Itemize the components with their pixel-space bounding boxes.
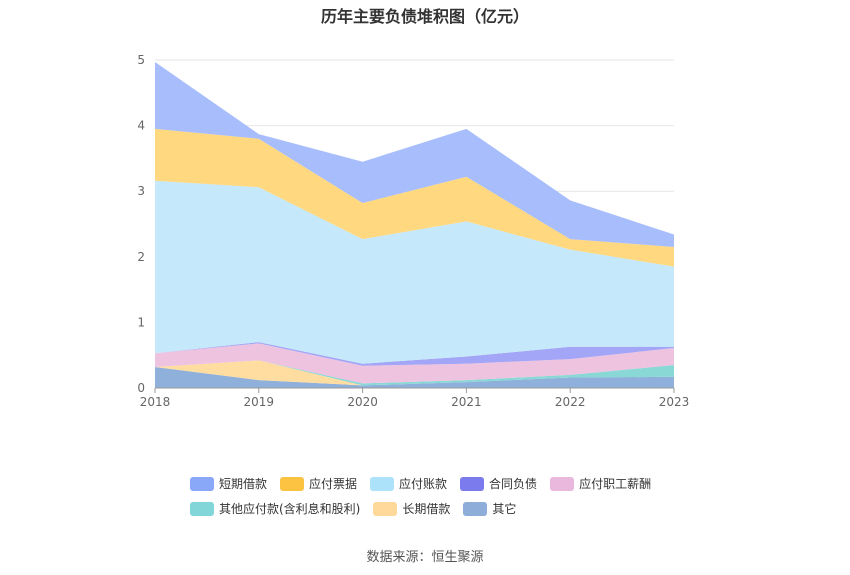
chart-title: 历年主要负债堆积图（亿元）: [320, 7, 529, 26]
area-合同负债: [155, 342, 674, 366]
legend-swatch: [373, 501, 398, 516]
legend-label: 其它: [492, 502, 517, 516]
legend-item[interactable]: 应付职工薪酬: [550, 475, 651, 492]
y-tick-label: 1: [137, 315, 145, 329]
x-tick-label: 2022: [555, 395, 586, 409]
legend-swatch: [190, 476, 214, 491]
legend-swatch: [550, 476, 575, 491]
legend-item[interactable]: 应付票据: [280, 475, 357, 492]
legend-label: 长期借款: [402, 502, 451, 516]
y-tick-label: 4: [137, 119, 145, 133]
area-长期借款: [155, 360, 674, 386]
legend-label: 合同负债: [489, 477, 538, 491]
area-其它: [155, 367, 674, 388]
axes: 0 1 2 3 4 5 2018 2019 2020 2021 2022 2023: [137, 53, 689, 409]
legend: 短期借款 应付票据 应付账款 合同负债 应付职工薪酬 其他应付款(含利息和股利) 长期借款…: [190, 473, 670, 523]
y-tick-label: 2: [137, 250, 145, 264]
legend-label: 应付票据: [309, 477, 358, 491]
area-应付职工薪酬: [155, 343, 674, 384]
legend-swatch: [190, 501, 214, 516]
y-tick-label: 0: [137, 381, 145, 395]
area-series-layer: [155, 62, 674, 388]
y-tick-label: 3: [137, 184, 145, 198]
legend-swatch: [463, 501, 488, 516]
x-tick-label: 2018: [140, 395, 171, 409]
legend-item[interactable]: 其它: [463, 500, 516, 517]
legend-item[interactable]: 其他应付款(含利息和股利): [190, 500, 360, 517]
x-tick-label: 2020: [347, 395, 378, 409]
legend-label: 其他应付款(含利息和股利): [219, 502, 361, 516]
legend-swatch: [280, 476, 305, 491]
data-source-note: 数据来源：恒生聚源: [366, 550, 484, 565]
area-应付账款: [155, 180, 674, 364]
legend-label: 短期借款: [219, 477, 268, 491]
legend-label: 应付账款: [399, 477, 448, 491]
legend-label: 应付职工薪酬: [579, 477, 652, 491]
x-tick-label: 2021: [451, 395, 482, 409]
legend-item[interactable]: 合同负债: [460, 475, 537, 492]
legend-item[interactable]: 长期借款: [373, 500, 450, 517]
legend-item[interactable]: 应付账款: [370, 475, 447, 492]
legend-row-1: 短期借款 应付票据 应付账款 合同负债 应付职工薪酬: [190, 473, 670, 494]
legend-item[interactable]: 短期借款: [190, 475, 267, 492]
area-其他应付款(含利息和股利): [155, 360, 674, 386]
area-短期借款: [155, 62, 674, 247]
y-tick-label: 5: [137, 53, 145, 67]
x-tick-label: 2023: [659, 395, 690, 409]
legend-swatch: [370, 476, 395, 491]
x-tick-label: 2019: [244, 395, 275, 409]
stacked-area-chart: 0 1 2 3 4 5 2018 2019 2020 2021 2022 2023: [137, 53, 689, 409]
legend-swatch: [460, 476, 485, 491]
legend-row-2: 其他应付款(含利息和股利) 长期借款 其它: [190, 498, 670, 519]
area-应付票据: [155, 128, 674, 267]
